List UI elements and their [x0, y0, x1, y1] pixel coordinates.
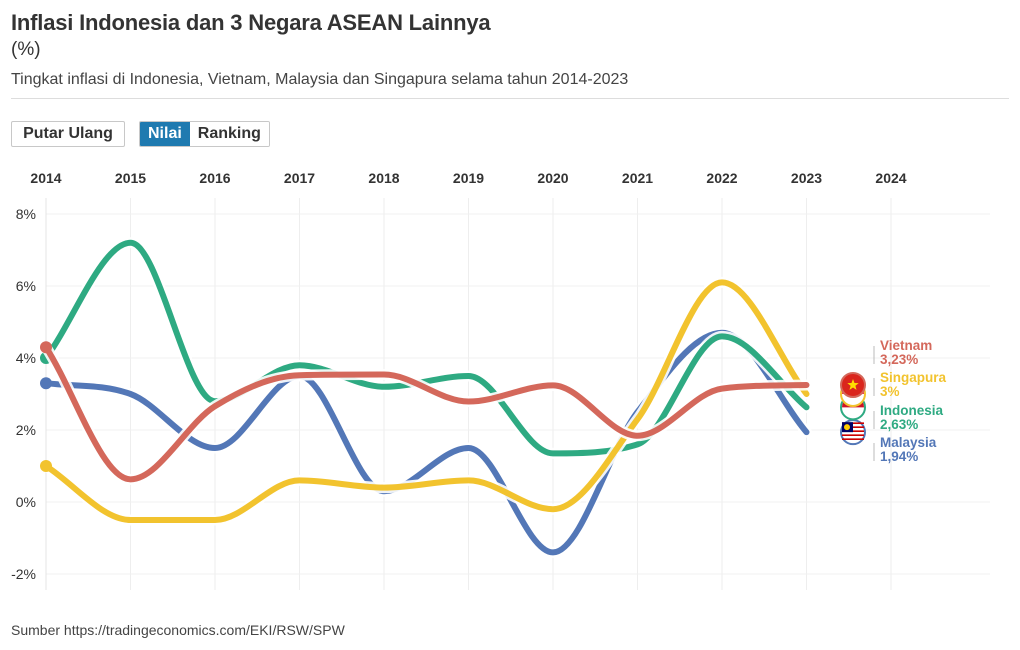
x-tick-label: 2015 — [115, 170, 146, 186]
chart-subtitle: Tingkat inflasi di Indonesia, Vietnam, M… — [11, 71, 629, 88]
series-name-label: Indonesia — [880, 403, 944, 418]
x-tick-label: 2023 — [791, 170, 822, 186]
y-tick-label: 8% — [16, 206, 36, 222]
y-tick-label: 2% — [16, 422, 36, 438]
y-tick-label: 4% — [16, 350, 36, 366]
x-tick-label: 2019 — [453, 170, 484, 186]
x-tick-label: 2021 — [622, 170, 653, 186]
view-toggle: Nilai Ranking — [139, 121, 270, 147]
x-tick-label: 2018 — [368, 170, 399, 186]
x-tick-label: 2014 — [30, 170, 61, 186]
series-value-label: 1,94% — [880, 449, 918, 464]
x-tick-label: 2016 — [199, 170, 230, 186]
source-note: Sumber https://tradingeconomics.com/EKI/… — [11, 622, 345, 638]
series-name-label: Vietnam — [880, 338, 932, 353]
toggle-value-button[interactable]: Nilai — [140, 122, 190, 146]
series-value-label: 3,23% — [880, 352, 918, 367]
chart-unit: (%) — [11, 39, 41, 60]
y-tick-label: 0% — [16, 494, 36, 510]
toggle-rank-button[interactable]: Ranking — [189, 122, 269, 146]
series-name-label: Singapura — [880, 370, 947, 385]
x-tick-label: 2024 — [875, 170, 906, 186]
y-axis: 8% 6% 4% 2% 0% -2% — [11, 198, 47, 590]
replay-button[interactable]: Putar Ulang — [11, 121, 125, 147]
end-marker-malaysia[interactable] — [840, 419, 866, 446]
series-line-malaysia[interactable] — [43, 329, 810, 556]
series-name-label: Malaysia — [880, 435, 937, 450]
x-tick-label: 2022 — [706, 170, 737, 186]
series-lines — [40, 237, 812, 558]
series-value-label: 2,63% — [880, 417, 918, 432]
chart-title: Inflasi Indonesia dan 3 Negara ASEAN Lai… — [11, 10, 491, 35]
series-line-singapura[interactable] — [43, 279, 810, 524]
x-tick-label: 2020 — [537, 170, 568, 186]
series-value-label: 3% — [880, 384, 900, 399]
y-tick-label: -2% — [11, 566, 36, 582]
series-start-point[interactable] — [40, 377, 52, 390]
x-tick-label: 2017 — [284, 170, 315, 186]
header-divider — [11, 98, 1009, 99]
y-tick-label: 6% — [16, 278, 36, 294]
series-start-point[interactable] — [40, 460, 52, 472]
series-start-point[interactable] — [40, 341, 52, 354]
x-axis: 2014 2015 2016 2017 2018 2019 2020 2021 2022 2023… — [30, 170, 906, 186]
series-line-vietnam[interactable] — [43, 344, 810, 483]
end-marker-vietnam[interactable] — [840, 372, 866, 398]
